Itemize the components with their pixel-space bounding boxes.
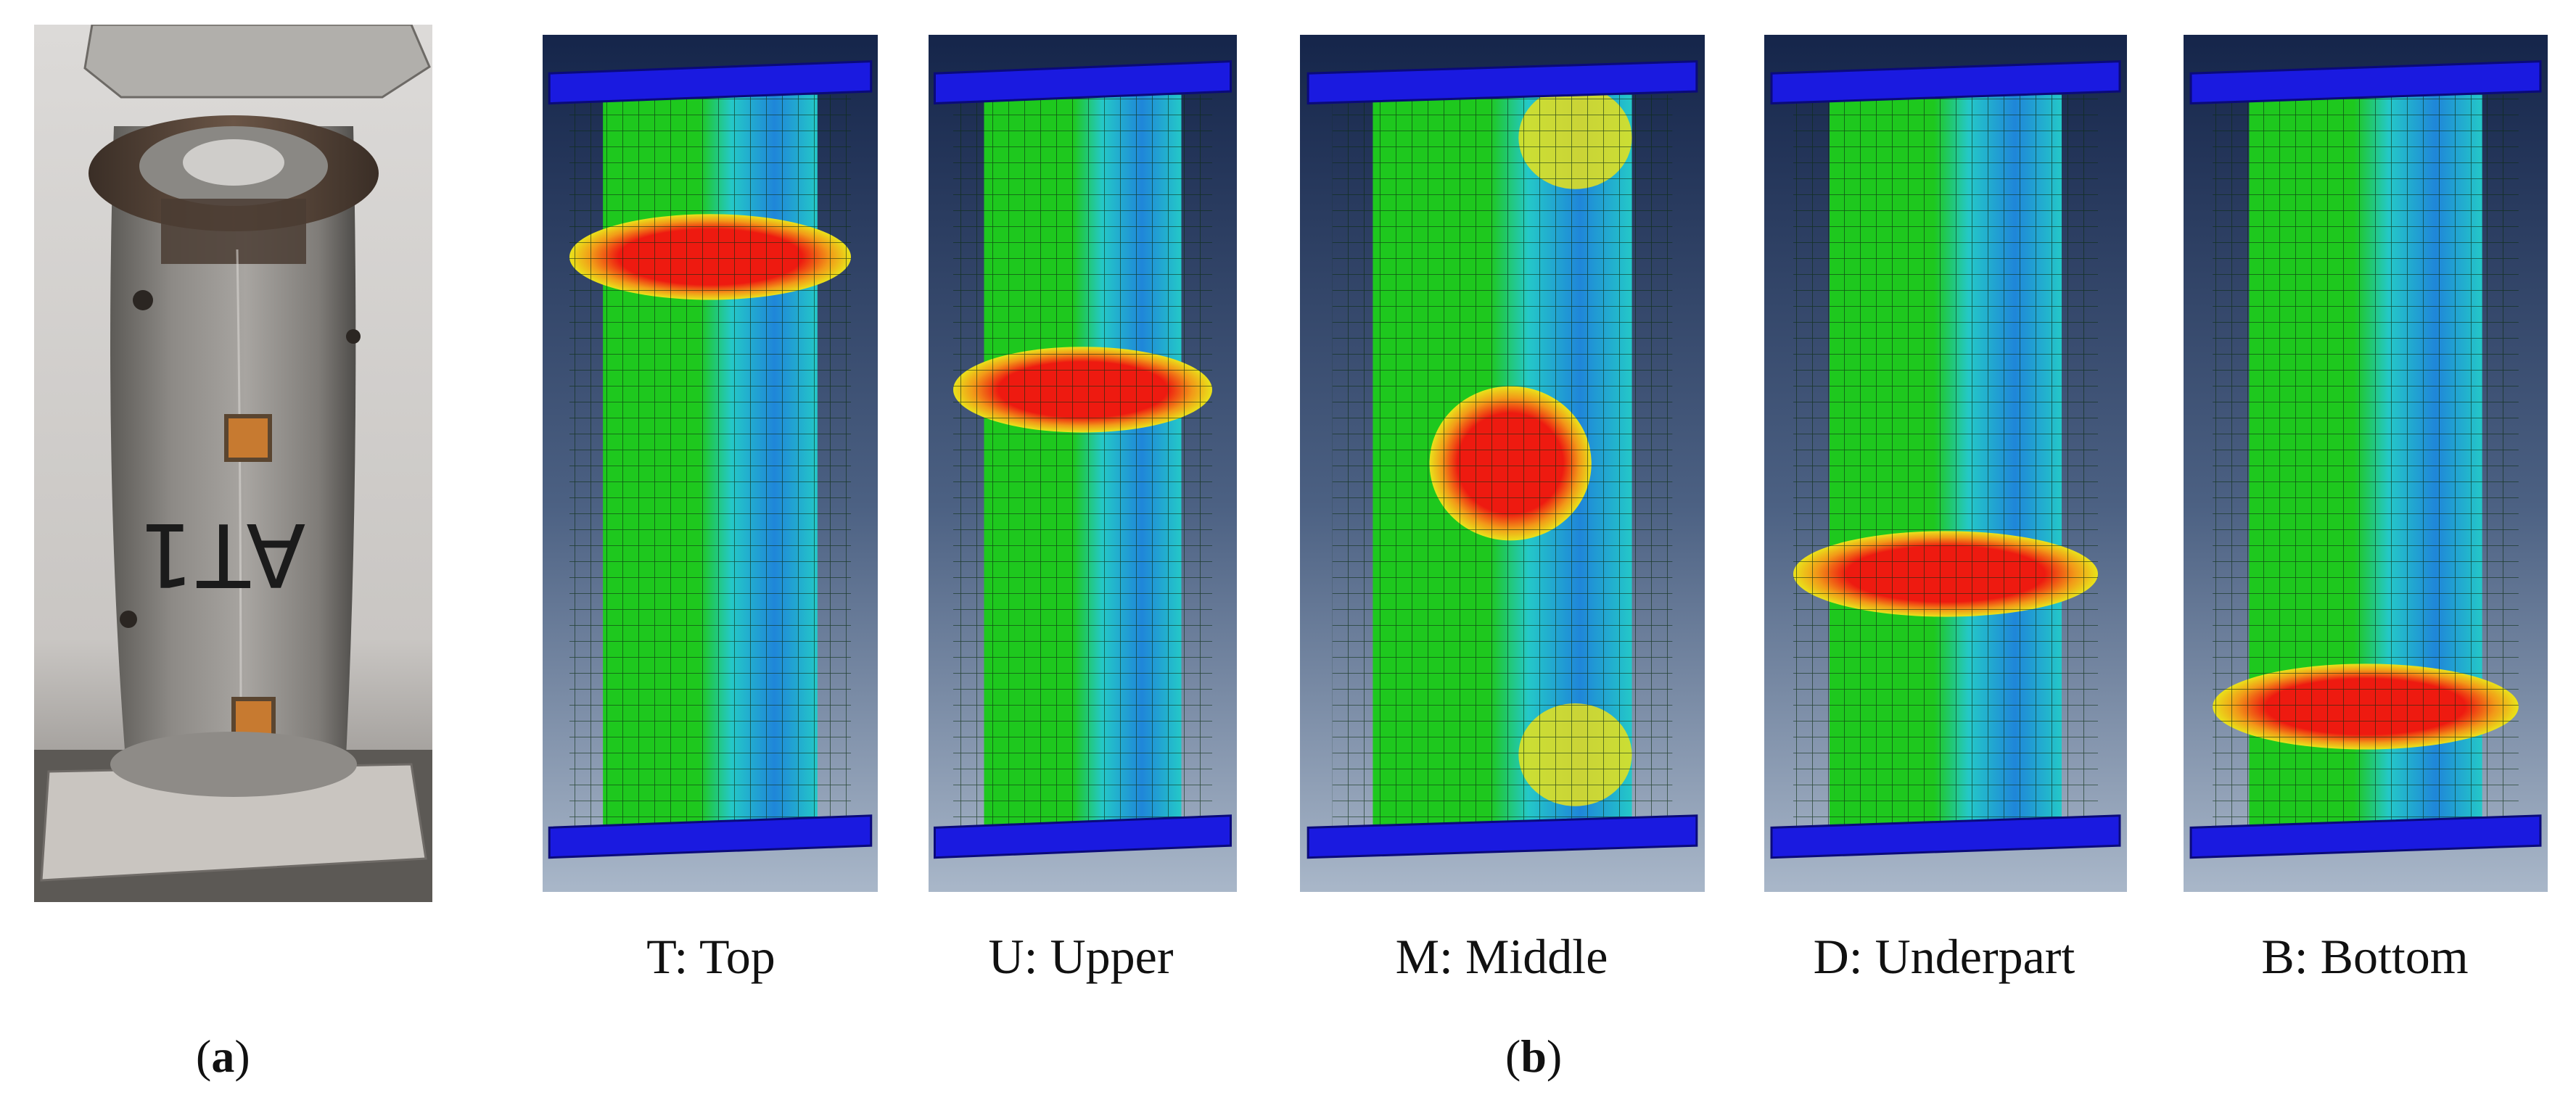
mesh-grid [2213, 94, 2519, 832]
mesh-grid [569, 94, 852, 832]
mesh-grid [953, 94, 1212, 832]
top-plate [548, 60, 873, 105]
mesh-grid [1332, 94, 1673, 832]
caption-middle: M: Middle [1395, 929, 1608, 984]
bottom-plate [2189, 814, 2542, 859]
top-plate [1306, 60, 1698, 105]
top-plate [934, 60, 1232, 105]
fea-model-U [929, 35, 1237, 892]
sublabel-a: (a) [196, 1030, 250, 1082]
caption-bottom: B: Bottom [2261, 929, 2469, 984]
top-plate [2189, 60, 2542, 105]
bottom-plate [1770, 814, 2121, 859]
fea-model-B [2184, 35, 2548, 892]
mesh-grid [1793, 94, 2098, 832]
bottom-plate [934, 814, 1232, 859]
caption-underpart: D: Underpart [1813, 929, 2075, 984]
bottom-plate [548, 814, 873, 859]
specimen-mark: AT1 [136, 503, 306, 604]
sublabel-b: (b) [1505, 1030, 1563, 1082]
fea-model-M [1300, 35, 1705, 892]
caption-upper: U: Upper [988, 929, 1174, 984]
fea-model-D [1764, 35, 2127, 892]
caption-top: T: Top [646, 929, 775, 984]
specimen-photo: AT1 [34, 25, 432, 902]
top-plate [1770, 60, 2121, 105]
fea-model-T [543, 35, 878, 892]
bottom-plate [1306, 814, 1698, 859]
